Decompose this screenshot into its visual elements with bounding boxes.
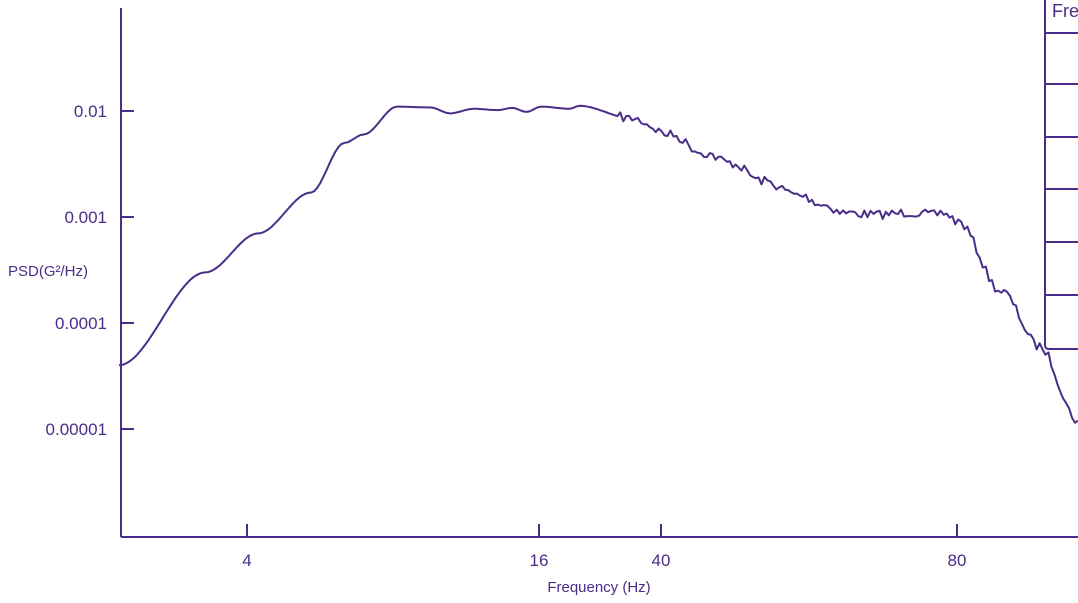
axes [120, 8, 1078, 538]
y-tick-label: 0.001 [64, 208, 107, 227]
psd-series-line [118, 104, 1078, 424]
y-axis-title: PSD(G²/Hz) [8, 263, 88, 280]
x-tick-label: 80 [948, 551, 967, 570]
legend-header: Fre [1052, 1, 1078, 21]
legend-border [1044, 0, 1078, 350]
y-axis-ticks: 0.01 0.001 0.0001 0.00001 [46, 102, 134, 439]
x-axis-ticks: 4 16 40 80 [242, 524, 966, 570]
legend-table: Fre [1044, 0, 1078, 350]
x-axis-title: Frequency (Hz) [547, 579, 650, 596]
y-tick-label: 0.01 [74, 102, 107, 121]
x-tick-label: 16 [530, 551, 549, 570]
y-tick-label: 0.00001 [46, 420, 107, 439]
y-tick-label: 0.0001 [55, 314, 107, 333]
x-tick-label: 4 [242, 551, 251, 570]
x-tick-label: 40 [652, 551, 671, 570]
